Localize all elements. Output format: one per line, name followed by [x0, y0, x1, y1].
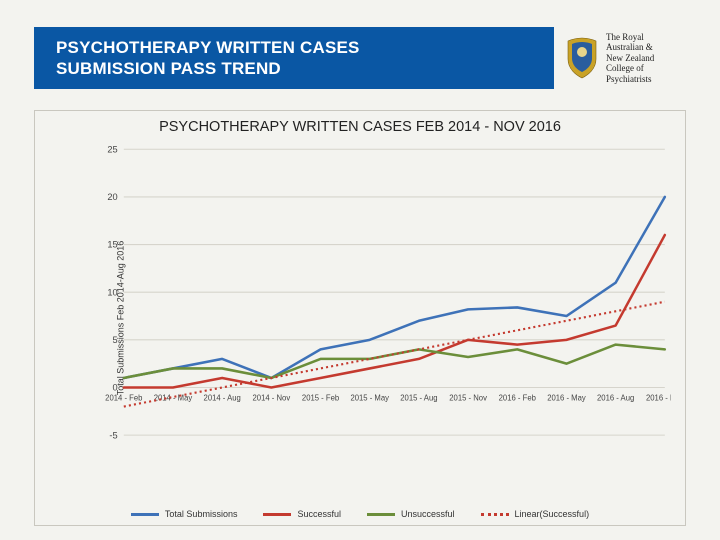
svg-text:0: 0 [112, 382, 117, 393]
svg-text:5: 5 [112, 334, 117, 345]
legend-label: Linear(Successful) [515, 509, 590, 519]
swatch-unsuccessful [367, 513, 395, 516]
legend: Total Submissions Successful Unsuccessfu… [35, 509, 685, 519]
svg-text:2016 - Feb: 2016 - Feb [499, 393, 537, 402]
chart-title: PSYCHOTHERAPY WRITTEN CASES FEB 2014 - N… [35, 111, 685, 141]
legend-label: Total Submissions [165, 509, 238, 519]
org-line: Psychiatrists [606, 74, 654, 84]
org-line: The Royal [606, 32, 654, 42]
org-logo: The Royal Australian & New Zealand Colle… [564, 32, 654, 84]
slide: PSYCHOTHERAPY WRITTEN CASES SUBMISSION P… [0, 0, 720, 540]
svg-text:15: 15 [107, 239, 117, 250]
swatch-total [131, 513, 159, 516]
header: PSYCHOTHERAPY WRITTEN CASES SUBMISSION P… [34, 26, 686, 90]
swatch-trend [481, 513, 509, 516]
title-bar: PSYCHOTHERAPY WRITTEN CASES SUBMISSION P… [34, 27, 554, 89]
legend-trend: Linear(Successful) [481, 509, 590, 519]
svg-text:2015 - Aug: 2015 - Aug [400, 393, 437, 402]
title-line-1: PSYCHOTHERAPY WRITTEN CASES [56, 37, 532, 58]
swatch-successful [263, 513, 291, 516]
svg-text:20: 20 [107, 191, 117, 202]
svg-text:-5: -5 [109, 429, 117, 440]
org-name: The Royal Australian & New Zealand Colle… [606, 32, 654, 84]
svg-text:2014 - May: 2014 - May [154, 393, 193, 402]
plot-area: -5 0 5 10 15 20 25 2014 - Feb 2014 - May 2014 - A… [95, 145, 671, 465]
legend-total: Total Submissions [131, 509, 238, 519]
svg-text:2014 - Aug: 2014 - Aug [204, 393, 241, 402]
org-line: Australian & [606, 42, 654, 52]
title-line-2: SUBMISSION PASS TREND [56, 58, 532, 79]
svg-text:2016 - Aug: 2016 - Aug [597, 393, 634, 402]
svg-text:10: 10 [107, 286, 117, 297]
svg-text:2016 - May: 2016 - May [547, 393, 586, 402]
svg-text:2015 - Nov: 2015 - Nov [449, 393, 487, 402]
svg-text:2014 - Nov: 2014 - Nov [253, 393, 291, 402]
svg-text:2014 - Feb: 2014 - Feb [105, 393, 143, 402]
svg-text:2015 - May: 2015 - May [350, 393, 389, 402]
chart-svg: -5 0 5 10 15 20 25 2014 - Feb 2014 - May 2014 - A… [95, 145, 671, 465]
svg-text:25: 25 [107, 145, 117, 155]
svg-text:2015 - Feb: 2015 - Feb [302, 393, 340, 402]
svg-text:2016 - Nov: 2016 - Nov [646, 393, 671, 402]
legend-label: Successful [297, 509, 341, 519]
crest-icon [564, 36, 600, 80]
org-line: College of [606, 63, 654, 73]
legend-label: Unsuccessful [401, 509, 455, 519]
legend-successful: Successful [263, 509, 341, 519]
org-line: New Zealand [606, 53, 654, 63]
chart-container: PSYCHOTHERAPY WRITTEN CASES FEB 2014 - N… [34, 110, 686, 526]
legend-unsuccessful: Unsuccessful [367, 509, 455, 519]
